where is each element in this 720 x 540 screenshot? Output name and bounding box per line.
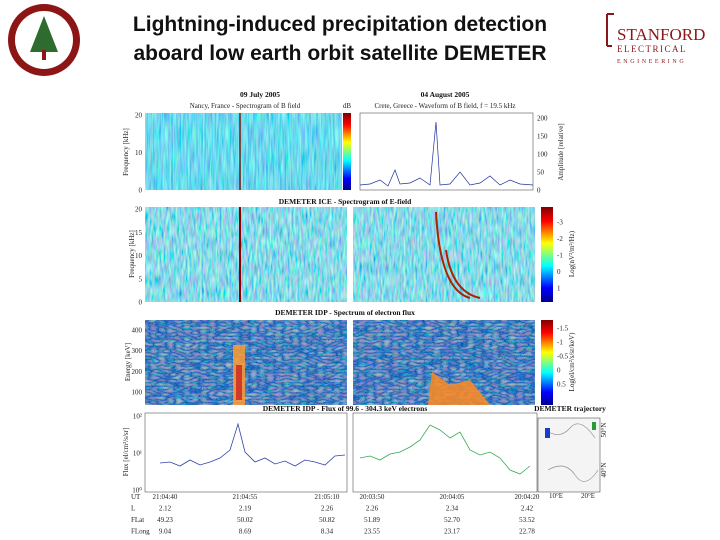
tick-label: 10: [135, 252, 143, 260]
tick-label: 0.5: [557, 381, 566, 389]
panel-title: DEMETER trajectory: [534, 404, 606, 413]
table-cell: 23.55: [364, 528, 380, 536]
axis-label: Frequency [kHz]: [128, 230, 136, 278]
row-label: FLong: [131, 528, 150, 536]
table-cell: 9.04: [159, 528, 172, 536]
logo-dept: ELECTRICAL: [617, 44, 687, 54]
table-cell: 20:04:20: [515, 493, 540, 501]
map-label: 10°E: [549, 492, 563, 500]
tick-label: -2: [557, 235, 563, 243]
tick-label: 300: [132, 347, 143, 355]
title-line: Lightning-induced precipitation detectio…: [133, 13, 547, 36]
waveform-plot: [359, 112, 534, 191]
tick-label: 10¹: [133, 450, 142, 458]
tick-label: 50: [537, 169, 545, 177]
stanford-logo: STANFORD ELECTRICAL ENGINEERING: [606, 13, 705, 65]
map-label: 20°E: [581, 492, 595, 500]
tick-label: 150: [537, 133, 548, 141]
tick-label: 1: [557, 285, 561, 293]
flux-plot: [352, 412, 538, 493]
tick-label: 20: [135, 206, 143, 214]
row-label: L: [131, 505, 135, 513]
table-cell: 8.69: [239, 528, 252, 536]
panel-title: DEMETER ICE - Spectrogram of E-field: [279, 197, 412, 206]
tick-label: 400: [132, 327, 143, 335]
tick-label: 0: [557, 367, 561, 375]
table-cell: 2.12: [159, 505, 172, 513]
tick-label: 0: [139, 187, 143, 195]
map-label: 40°N: [600, 463, 608, 478]
table-cell: 21:04:40: [153, 493, 178, 501]
table-cell: 2.34: [446, 505, 459, 513]
colorbar: [541, 320, 553, 405]
logo-name: STANFORD: [617, 25, 705, 44]
axis-label: Flux [el/cm²/s/sr]: [122, 428, 130, 477]
tick-label: 10⁰: [132, 487, 142, 495]
date: 04 August 2005: [421, 90, 470, 99]
table-cell: 2.42: [521, 505, 534, 513]
map-label: 50°N: [600, 423, 608, 438]
tick-label: 100: [537, 151, 548, 159]
date: 09 July 2005: [240, 90, 280, 99]
figure: [144, 112, 601, 493]
axis-label: Energy [keV]: [124, 343, 132, 381]
axis-label: Frequency [kHz]: [122, 128, 130, 176]
table-cell: 53.52: [519, 516, 535, 524]
table-cell: 8.34: [321, 528, 334, 536]
table-cell: 2.26: [366, 505, 379, 513]
tick-label: 10: [135, 149, 143, 157]
table-cell: 2.19: [239, 505, 252, 513]
table-cell: 51.89: [364, 516, 380, 524]
tick-label: 200: [537, 115, 548, 123]
tick-label: 10²: [133, 413, 142, 421]
table-cell: 52.70: [444, 516, 460, 524]
tick-label: 0: [557, 268, 561, 276]
unit: dB: [343, 102, 352, 110]
axis-label: Log(nV²/m²/Hz): [568, 230, 576, 277]
tick-label: 20: [135, 112, 143, 120]
tick-label: -3: [557, 219, 563, 227]
table-cell: 21:05:10: [315, 493, 340, 501]
colorbar: [541, 207, 553, 302]
table-cell: 2.26: [321, 505, 334, 513]
spectrogram: [145, 207, 347, 302]
table-cell: 20:04:05: [440, 493, 465, 501]
axis-label: Amplitude [relative]: [557, 123, 565, 180]
tick-label: 5: [139, 275, 143, 283]
logo-school: ENGINEERING: [617, 59, 686, 65]
flux-spectrogram: [145, 320, 347, 405]
spectrogram: [145, 113, 342, 190]
panel-title: Nancy, France - Spectrogram of B field: [190, 102, 301, 110]
table-cell: 22.78: [519, 528, 535, 536]
tick-label: -1: [557, 339, 563, 347]
tick-label: -1: [557, 252, 563, 260]
tick-label: 0: [139, 299, 143, 307]
tick-label: 15: [135, 229, 143, 237]
axis-label: Log(el/cm²/s/sr/keV): [568, 332, 576, 392]
table-cell: 23.17: [444, 528, 460, 536]
tick-label: 200: [132, 368, 143, 376]
table-cell: 50.82: [319, 516, 335, 524]
tick-label: -0.5: [557, 353, 569, 361]
table-cell: 50.02: [237, 516, 253, 524]
table-cell: 20:03:50: [360, 493, 385, 501]
tick-label: -1.5: [557, 325, 569, 333]
table-cell: 49.23: [157, 516, 173, 524]
tick-label: 100: [132, 389, 143, 397]
table-cell: 21:04:55: [233, 493, 258, 501]
spectrogram: [353, 207, 535, 302]
row-label: FLat: [131, 516, 144, 524]
panel-title: DEMETER IDP - Spectrum of electron flux: [275, 308, 415, 317]
title-line: aboard low earth orbit satellite DEMETER: [133, 42, 546, 65]
tick-label: 0: [537, 187, 541, 195]
colorbar: [343, 113, 351, 190]
panel-title: Crete, Greece - Waveform of B field, f =…: [374, 102, 515, 110]
university-seal: [8, 4, 80, 76]
row-label: UT: [131, 493, 141, 501]
panel-title: DEMETER IDP - Flux of 99.6 - 304.3 keV e…: [263, 404, 428, 413]
